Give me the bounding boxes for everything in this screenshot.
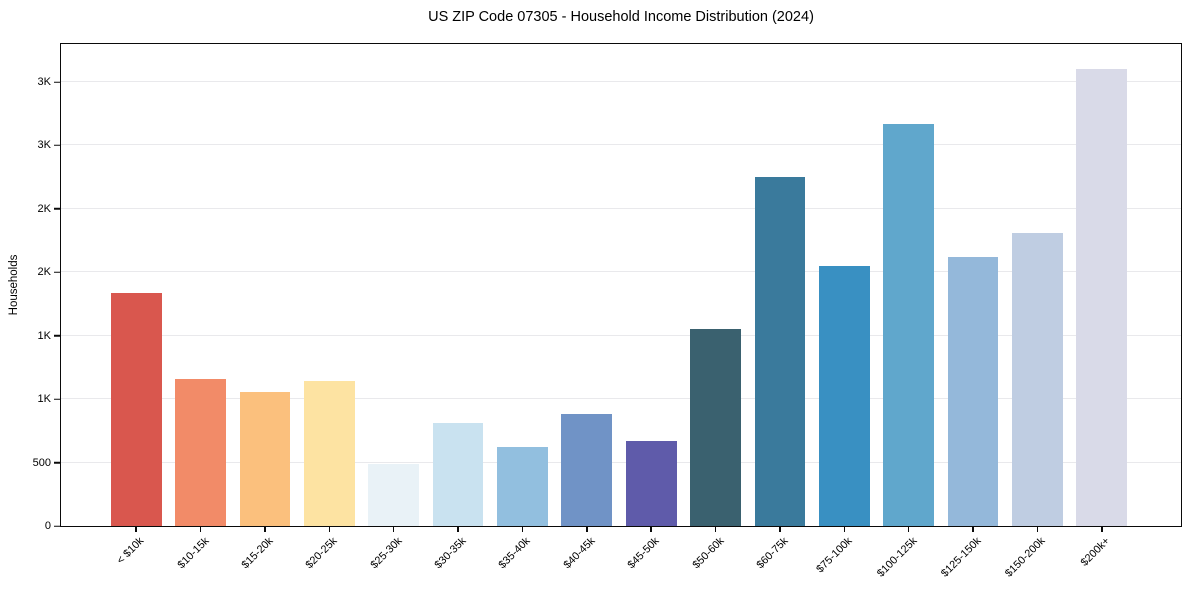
x-tick-mark bbox=[392, 526, 395, 532]
gridline bbox=[61, 461, 1181, 463]
y-tick-label: 1K bbox=[37, 393, 51, 406]
y-tick-label: 0 bbox=[44, 520, 51, 532]
chart-title: US ZIP Code 07305 - Household Income Dis… bbox=[428, 9, 814, 25]
x-tick-label: $200k+ bbox=[1078, 535, 1113, 569]
bar-125150k bbox=[947, 257, 999, 526]
y-tick-label: 2K bbox=[37, 266, 51, 279]
x-tick-label: $25-30k bbox=[368, 535, 405, 572]
y-tick-mark bbox=[54, 208, 60, 210]
x-tick-mark bbox=[264, 526, 266, 532]
x-tick-mark bbox=[521, 526, 524, 532]
bar-4550k bbox=[625, 441, 677, 526]
x-tick-mark bbox=[843, 526, 846, 532]
bar-slot bbox=[683, 44, 747, 526]
y-tick-label: 500 bbox=[32, 456, 51, 469]
x-tick-mark bbox=[714, 526, 717, 532]
x-tick-label: $125-150k bbox=[938, 535, 984, 580]
y-tick-mark bbox=[54, 525, 60, 527]
bar-2530k bbox=[368, 464, 420, 526]
bar-slot bbox=[619, 44, 683, 526]
bar-150200k bbox=[1012, 233, 1063, 526]
bar-75100k bbox=[818, 265, 870, 526]
y-tick-mark bbox=[54, 271, 60, 274]
bar-slot bbox=[748, 44, 812, 526]
x-tick-mark bbox=[972, 526, 974, 532]
x-tick-label: $100-125k bbox=[874, 535, 920, 580]
bar-slot bbox=[1070, 44, 1134, 526]
x-axis-ticks: < $10k $10-15k $15-20k $20-25k $25-30k $30-35… bbox=[61, 44, 1181, 580]
x-tick-label: $15-20k bbox=[239, 535, 276, 572]
bar-slot bbox=[233, 44, 297, 526]
bar-slot bbox=[168, 44, 232, 526]
bar-slot bbox=[941, 44, 1005, 526]
y-tick-mark bbox=[54, 81, 60, 83]
x-tick-label: $35-40k bbox=[496, 535, 533, 572]
y-tick-label: 1K bbox=[37, 329, 51, 342]
bar-100125k bbox=[883, 123, 935, 526]
bar-5060k bbox=[690, 329, 741, 526]
bar-slot bbox=[812, 44, 876, 526]
bar-slot bbox=[426, 44, 490, 526]
bar-slot bbox=[362, 44, 426, 526]
bar-3035k bbox=[432, 423, 484, 526]
x-tick-label: $30-35k bbox=[432, 535, 469, 572]
bar-3540k bbox=[497, 447, 548, 526]
bar-slot bbox=[1005, 44, 1069, 526]
bar-slot bbox=[490, 44, 554, 526]
x-tick-mark bbox=[199, 526, 202, 532]
gridline bbox=[61, 207, 1181, 209]
bar-slot bbox=[104, 44, 168, 526]
gridline bbox=[61, 398, 1181, 400]
y-axis-ticks: 0 500 1K 1K 2K 2K 3K 3K bbox=[33, 44, 1181, 532]
bar-2025k bbox=[303, 381, 355, 526]
x-tick-mark bbox=[650, 526, 652, 532]
y-tick-label: 3K bbox=[37, 76, 51, 89]
plot-area: 0 500 1K 1K 2K 2K 3K 3K < $10k $10-15k $15-20k $20… bbox=[33, 43, 1182, 580]
x-tick-mark bbox=[907, 526, 910, 532]
x-tick-mark bbox=[779, 526, 781, 532]
bar-10k bbox=[110, 292, 162, 526]
y-tick-mark bbox=[54, 144, 60, 147]
gridline bbox=[61, 334, 1181, 336]
bar-slot bbox=[297, 44, 361, 526]
gridline bbox=[61, 81, 1181, 83]
x-tick-label: $10-15k bbox=[174, 535, 212, 572]
x-tick-label: < $10k bbox=[115, 535, 147, 567]
gridlines bbox=[61, 44, 1181, 526]
y-tick-mark bbox=[54, 398, 60, 400]
bars-row bbox=[61, 44, 1181, 526]
bar-slot bbox=[877, 44, 941, 526]
x-tick-label: $45-50k bbox=[625, 535, 662, 572]
x-tick-label: $50-60k bbox=[689, 535, 727, 572]
bar-200k bbox=[1076, 69, 1128, 526]
bar-1520k bbox=[239, 391, 291, 526]
y-tick-mark bbox=[54, 335, 60, 337]
x-tick-label: $75-100k bbox=[814, 535, 855, 576]
y-axis-label: Households bbox=[8, 254, 20, 316]
x-tick-mark bbox=[135, 526, 137, 532]
gridline bbox=[61, 144, 1181, 146]
x-tick-label: $150-200k bbox=[1003, 535, 1048, 580]
y-tick-mark bbox=[54, 461, 60, 464]
x-tick-mark bbox=[457, 526, 459, 532]
gridline bbox=[61, 271, 1181, 273]
bar-6075k bbox=[754, 177, 806, 526]
y-tick-label: 3K bbox=[37, 139, 51, 152]
x-tick-mark bbox=[1036, 526, 1039, 532]
y-tick-label: 2K bbox=[37, 202, 51, 215]
x-tick-mark bbox=[328, 526, 331, 532]
bar-slot bbox=[555, 44, 619, 526]
bar-4045k bbox=[561, 414, 613, 526]
x-tick-label: $40-45k bbox=[561, 535, 598, 572]
x-tick-mark bbox=[586, 526, 588, 532]
x-tick-label: $60-75k bbox=[754, 535, 791, 572]
bar-1015k bbox=[175, 378, 226, 526]
x-tick-mark bbox=[1101, 526, 1103, 532]
x-tick-label: $20-25k bbox=[303, 535, 340, 572]
